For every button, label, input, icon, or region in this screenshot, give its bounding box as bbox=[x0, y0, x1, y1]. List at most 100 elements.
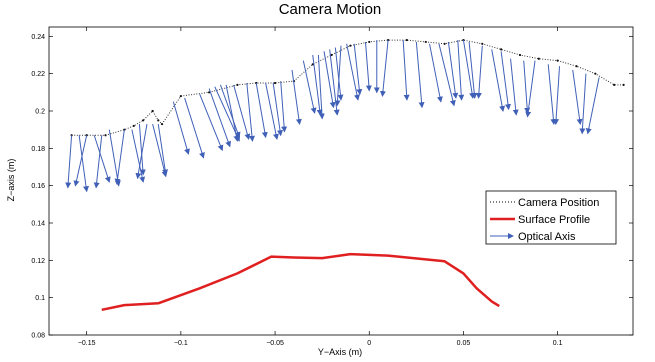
optical-axis-arrow bbox=[475, 45, 483, 99]
optical-axis-arrow bbox=[233, 84, 251, 140]
optical-axis-arrow bbox=[291, 69, 302, 126]
axis-ticks: −0.15 −0.1 −0.05 0 0.05 0.1 0.08 0.1 0.12 0.14 0.1… bbox=[31, 27, 633, 347]
x-tick-label: −0.05 bbox=[266, 340, 284, 347]
y-tick-label: 0.16 bbox=[31, 183, 45, 190]
optical-axis-arrow bbox=[272, 82, 283, 137]
optical-axis-arrow bbox=[114, 129, 125, 185]
camera-position-point bbox=[481, 42, 484, 45]
camera-position-point bbox=[179, 94, 182, 98]
legend-camera-label: Camera Position bbox=[518, 197, 599, 209]
optical-axis-arrow bbox=[523, 60, 531, 114]
y-tick-label: 0.08 bbox=[31, 333, 45, 340]
camera-position-point bbox=[160, 122, 164, 126]
camera-position-point bbox=[622, 83, 625, 86]
plot-area bbox=[48, 26, 634, 336]
surface-profile-line bbox=[101, 252, 500, 312]
x-tick-label: 0.05 bbox=[457, 340, 471, 347]
optical-axis-arrow bbox=[429, 43, 443, 103]
optical-axis-arrow bbox=[500, 51, 511, 111]
y-tick-label: 0.2 bbox=[35, 109, 45, 116]
y-tick-label: 0.1 bbox=[35, 295, 45, 302]
plot-frame bbox=[48, 26, 634, 336]
optical-axis-arrow bbox=[415, 41, 425, 109]
surface-profile-series bbox=[101, 252, 500, 312]
x-tick-label: 0.1 bbox=[553, 340, 563, 347]
optical-axis-arrow bbox=[491, 49, 506, 112]
x-axis-label: Y−Axis (m) bbox=[318, 347, 362, 357]
optical-axis-arrow bbox=[280, 81, 288, 133]
legend: Camera Position Surface Profile Optical … bbox=[485, 190, 617, 245]
y-tick-label: 0.14 bbox=[31, 221, 45, 228]
optical-axis-arrow bbox=[334, 45, 342, 107]
optical-axis-arrow bbox=[302, 60, 317, 114]
optical-axis-arrow bbox=[135, 123, 148, 180]
optical-axis-arrow bbox=[138, 124, 146, 176]
optical-axis-arrow bbox=[572, 69, 583, 126]
optical-axis-arrow bbox=[219, 84, 241, 139]
camera-position-point bbox=[273, 81, 277, 85]
x-tick-label: −0.15 bbox=[78, 340, 96, 347]
optical-axis-arrow bbox=[579, 73, 587, 135]
optical-axis-arrow bbox=[547, 64, 557, 126]
optical-axis-arrow bbox=[93, 135, 103, 189]
optical-axis-arrow bbox=[199, 94, 224, 152]
optical-axis-arrow bbox=[255, 82, 268, 139]
optical-axis-arrow bbox=[65, 135, 73, 189]
camera-position-point bbox=[236, 83, 239, 86]
chart-title: Camera Motion bbox=[279, 1, 382, 18]
camera-position-point bbox=[142, 119, 145, 122]
y-tick-label: 0.12 bbox=[31, 258, 45, 265]
optical-axis-arrow bbox=[364, 41, 372, 92]
x-tick-label: −0.1 bbox=[174, 340, 188, 347]
optical-axis-arrow bbox=[346, 43, 360, 101]
optical-axis-arrow bbox=[585, 77, 600, 135]
legend-axis-label: Optical Axis bbox=[518, 231, 576, 243]
camera-position-point bbox=[349, 44, 352, 47]
camera-position-point bbox=[405, 38, 409, 42]
y-tick-label: 0.22 bbox=[31, 71, 45, 78]
camera-position-point bbox=[594, 72, 597, 75]
camera-position-point bbox=[330, 53, 333, 57]
optical-axis-arrow bbox=[457, 40, 465, 101]
optical-axis-arrow bbox=[379, 40, 389, 98]
optical-axis-arrow bbox=[78, 135, 89, 193]
camera-position-point bbox=[518, 53, 522, 57]
camera-position-series bbox=[70, 38, 625, 137]
legend-box bbox=[485, 190, 617, 245]
optical-axis-arrow bbox=[323, 51, 336, 109]
y-tick-label: 0.18 bbox=[31, 146, 45, 153]
optical-axis-arrow bbox=[553, 66, 561, 126]
camera-position-point bbox=[537, 57, 540, 60]
optical-axis-arrow bbox=[312, 54, 323, 116]
y-axis-label: Z−axis (m) bbox=[6, 159, 16, 202]
optical-axis-arrow bbox=[317, 54, 325, 120]
optical-axis-arrow bbox=[462, 39, 476, 99]
optical-axis-arrow bbox=[447, 41, 459, 99]
optical-axis-arrow bbox=[208, 88, 231, 148]
camera-position-point bbox=[613, 83, 616, 86]
optical-axis-arrow bbox=[108, 129, 121, 187]
optical-axis-arrow bbox=[225, 84, 240, 142]
optical-axis-arrow bbox=[402, 40, 410, 101]
optical-axis-arrow bbox=[525, 60, 536, 118]
camera-position-point bbox=[443, 42, 446, 45]
optical-axis-arrow bbox=[152, 123, 168, 178]
camera-position-line bbox=[71, 39, 624, 136]
camera-position-point bbox=[500, 48, 503, 51]
camera-position-point bbox=[311, 63, 314, 66]
optical-axis-arrow bbox=[93, 135, 111, 183]
camera-position-point bbox=[575, 65, 578, 68]
optical-axis-arrow bbox=[510, 58, 519, 116]
camera-position-point bbox=[132, 124, 135, 128]
optical-axis-arrow bbox=[353, 43, 363, 96]
optical-axis-arrow bbox=[265, 82, 279, 140]
optical-axis-arrow bbox=[334, 47, 344, 101]
optical-axis-arrow bbox=[468, 41, 478, 99]
x-tick-label: 0 bbox=[367, 340, 371, 347]
optical-axis-arrow bbox=[172, 101, 190, 155]
optical-axis-arrow bbox=[157, 123, 169, 176]
camera-position-point bbox=[151, 109, 154, 113]
optical-axis-arrow bbox=[184, 97, 205, 159]
optical-axis-arrow bbox=[246, 82, 255, 142]
